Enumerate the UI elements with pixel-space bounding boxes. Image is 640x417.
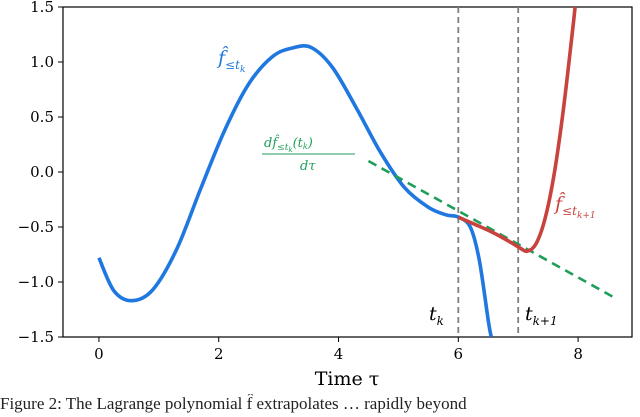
x-tick-label: 8	[573, 345, 583, 363]
y-tick-label: 1.5	[30, 0, 54, 16]
y-tick-label: 0.0	[30, 163, 54, 181]
series-line-fhat-tk1	[457, 7, 577, 254]
axis-ticks: 0 2 4 6 8 −1.5 −1.0 −0.5 0.0 0.5 1.0 1.5	[18, 0, 583, 363]
x-axis-label: Time τ	[315, 368, 380, 390]
figure-caption: Figure 2: The Lagrange polynomial f̂ ext…	[0, 394, 467, 413]
x-tick-label: 0	[94, 345, 104, 363]
x-tick-label: 6	[454, 345, 464, 363]
x-tick-label: 4	[334, 345, 344, 363]
y-tick-label: −1.5	[18, 328, 54, 346]
svg-text:dτ: dτ	[300, 159, 316, 174]
vertical-markers	[457, 7, 520, 337]
y-tick-label: −0.5	[18, 218, 54, 236]
annotation-derivative: df̂≤tk(tk) dτ	[262, 134, 355, 174]
y-tick-label: 0.5	[30, 108, 54, 126]
svg-text:df̂≤tk(tk): df̂≤tk(tk)	[264, 134, 313, 154]
series-line-tangent	[367, 159, 615, 299]
x-tick-label: 2	[214, 345, 224, 363]
series-lines	[97, 7, 615, 337]
y-tick-label: −1.0	[18, 273, 54, 291]
y-tick-label: 1.0	[30, 53, 54, 71]
plot-area	[62, 6, 633, 338]
